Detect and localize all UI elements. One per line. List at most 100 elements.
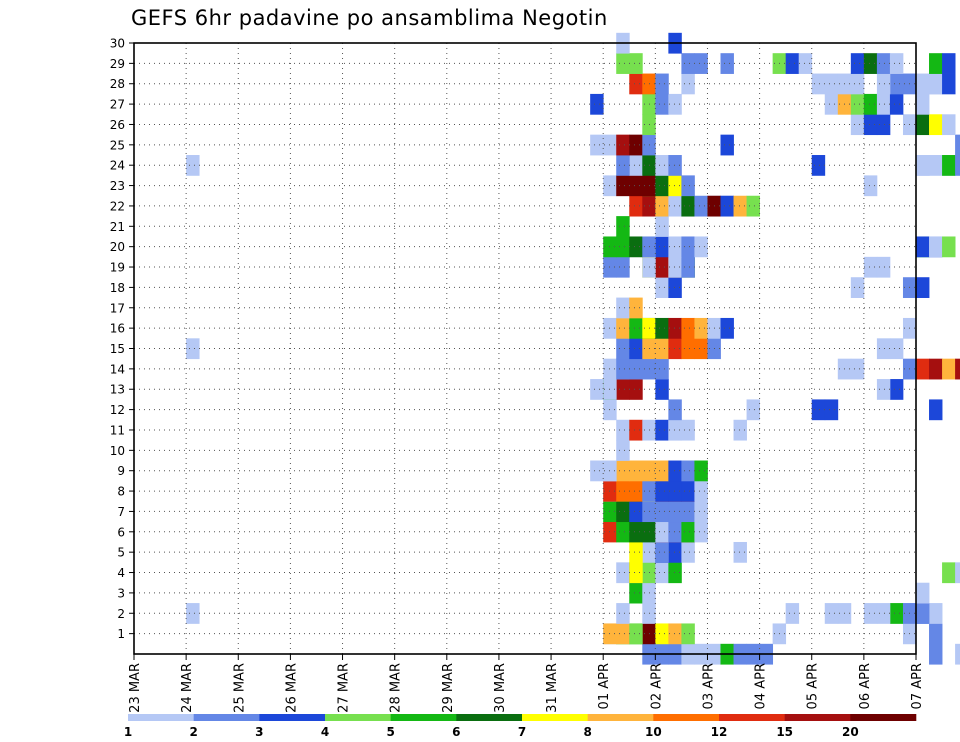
heatmap-cell bbox=[655, 277, 669, 298]
heatmap-cell bbox=[668, 541, 682, 563]
y-tick-label: 18 bbox=[110, 281, 125, 295]
heatmap-cell bbox=[916, 603, 930, 624]
heatmap-cell bbox=[733, 419, 747, 441]
colorbar-label: 8 bbox=[583, 725, 591, 739]
colorbar-swatch bbox=[653, 714, 720, 721]
heatmap-cell bbox=[955, 134, 960, 156]
heatmap-cell bbox=[850, 277, 865, 298]
heatmap-cell bbox=[655, 480, 669, 502]
heatmap-cell bbox=[616, 256, 630, 278]
heatmap-cell bbox=[733, 541, 747, 563]
y-tick-label: 21 bbox=[110, 220, 125, 234]
heatmap-cell bbox=[629, 175, 643, 197]
y-tick-label: 16 bbox=[110, 322, 125, 336]
heatmap-cell bbox=[876, 379, 891, 400]
heatmap-cell bbox=[616, 175, 630, 197]
heatmap-cell bbox=[629, 317, 643, 339]
heatmap-cell bbox=[655, 73, 669, 95]
y-tick-label: 23 bbox=[110, 179, 125, 193]
heatmap-cell bbox=[694, 480, 708, 502]
x-tick-label: 03 APR bbox=[701, 663, 716, 709]
x-tick-label: 25 MAR bbox=[232, 663, 247, 713]
heatmap-cell bbox=[929, 358, 943, 380]
heatmap-cell bbox=[186, 155, 200, 176]
colorbar-swatch bbox=[193, 714, 260, 721]
heatmap-cell bbox=[876, 93, 891, 115]
heatmap-cell bbox=[916, 236, 930, 258]
colorbar-label: 12 bbox=[711, 725, 728, 739]
x-axis: 23 MAR 24 MAR 25 MAR 26 MAR 27 MAR 28 MAR 29 M… bbox=[128, 654, 925, 713]
heatmap-cell bbox=[629, 562, 643, 584]
heatmap-cell bbox=[889, 73, 904, 95]
heatmap-cell bbox=[850, 53, 865, 74]
heatmap-cell bbox=[629, 541, 643, 563]
heatmap-cell bbox=[916, 155, 930, 176]
heatmap-cell bbox=[681, 338, 695, 360]
y-tick-label: 10 bbox=[110, 444, 125, 458]
heatmap-cell bbox=[655, 521, 669, 543]
x-tick-label: 07 APR bbox=[910, 663, 925, 709]
heatmap-cell bbox=[876, 256, 891, 278]
heatmap-cell bbox=[876, 53, 891, 74]
heatmap-cell bbox=[629, 358, 643, 380]
colorbar-swatch bbox=[259, 714, 326, 721]
y-tick-label: 19 bbox=[110, 261, 125, 275]
y-tick-label: 4 bbox=[117, 566, 125, 580]
heatmap-cell bbox=[694, 53, 708, 74]
heatmap-cell bbox=[916, 73, 930, 95]
heatmap-cell bbox=[681, 175, 695, 197]
y-tick-label: 24 bbox=[110, 159, 125, 173]
heatmap-cell bbox=[616, 440, 630, 461]
x-tick-label: 23 MAR bbox=[128, 663, 143, 713]
heatmap-cell bbox=[616, 297, 630, 319]
heatmap-cell bbox=[681, 541, 695, 563]
heatmap-cell bbox=[889, 338, 904, 360]
heatmap-cell bbox=[916, 93, 930, 115]
heatmap-cell bbox=[850, 358, 865, 380]
heatmap-cell bbox=[942, 358, 956, 380]
heatmap-cell bbox=[942, 155, 956, 176]
colorbar-swatch bbox=[128, 714, 194, 721]
heatmap-cell bbox=[668, 399, 682, 421]
heatmap-cell bbox=[746, 399, 760, 421]
heatmap-cell bbox=[629, 521, 643, 543]
heatmap-cell bbox=[616, 358, 630, 380]
heatmap-cell bbox=[655, 256, 669, 278]
heatmap-cell bbox=[785, 53, 800, 74]
heatmap-cell bbox=[811, 155, 826, 176]
heatmap-cell bbox=[955, 358, 960, 380]
heatmap-cell bbox=[629, 460, 643, 482]
y-tick-label: 3 bbox=[117, 586, 125, 600]
y-tick-label: 8 bbox=[117, 485, 125, 499]
heatmap-cell bbox=[668, 93, 682, 115]
heatmap-cell bbox=[655, 155, 669, 176]
heatmap-cell bbox=[616, 562, 630, 584]
heatmap-cell bbox=[616, 155, 630, 176]
heatmap-cell bbox=[668, 317, 682, 339]
colorbar-swatch bbox=[325, 714, 391, 721]
heatmap-cell bbox=[681, 419, 695, 441]
heatmap-cell bbox=[655, 358, 669, 380]
heatmap-cell bbox=[955, 643, 960, 665]
heatmap-cell bbox=[720, 134, 734, 156]
x-tick-label: 04 APR bbox=[754, 663, 769, 709]
heatmap-cell bbox=[824, 93, 839, 115]
heatmap-cell bbox=[655, 460, 669, 482]
colorbar-label: 10 bbox=[645, 725, 662, 739]
heatmap-cell bbox=[655, 175, 669, 197]
heatmap-cells bbox=[186, 32, 960, 665]
heatmap-cell bbox=[668, 338, 682, 360]
heatmap-cell bbox=[876, 603, 891, 624]
heatmap-cell bbox=[655, 338, 669, 360]
heatmap-cell bbox=[629, 501, 643, 523]
heatmap-cell bbox=[629, 338, 643, 360]
heatmap-cell bbox=[629, 236, 643, 258]
heatmap-cell bbox=[616, 419, 630, 441]
heatmap-cell bbox=[850, 73, 865, 95]
heatmap-cell bbox=[811, 399, 826, 421]
heatmap-cell bbox=[694, 195, 708, 217]
heatmap-cell bbox=[186, 603, 200, 624]
heatmap-cell bbox=[681, 460, 695, 482]
heatmap-cell bbox=[929, 399, 943, 421]
colorbar-legend: 1 2 3 4 5 6 7 8 10 12 15 20 bbox=[124, 714, 917, 739]
